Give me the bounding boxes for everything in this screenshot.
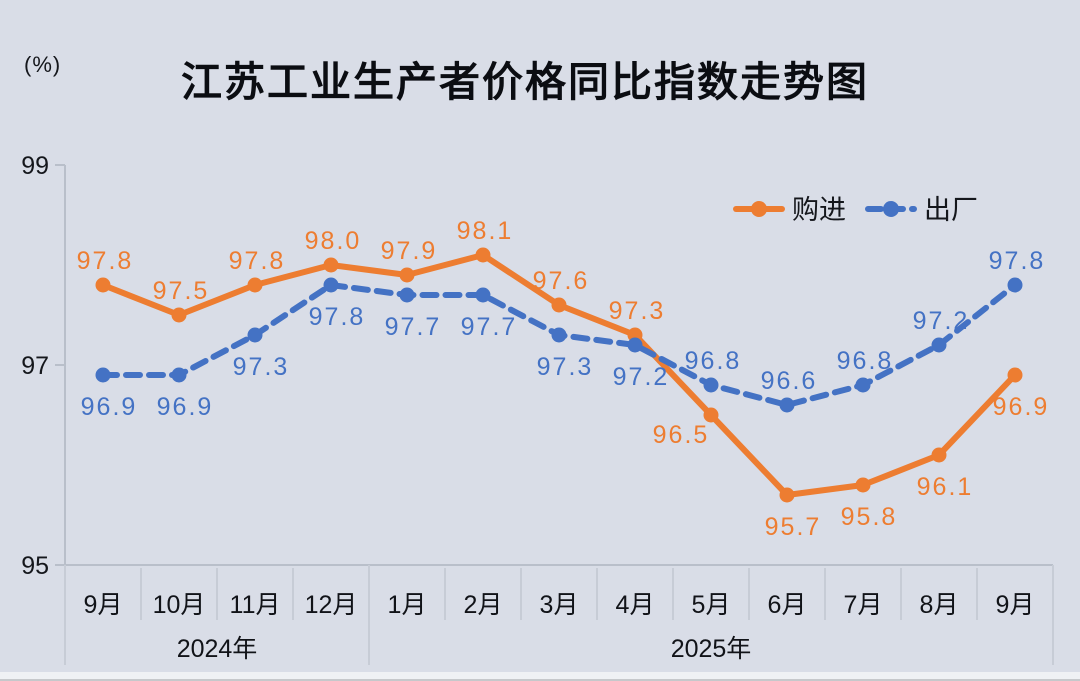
data-point-marker — [551, 327, 567, 343]
data-point-marker — [475, 287, 491, 303]
data-point-label: 97.7 — [461, 313, 518, 341]
data-point-label: 96.8 — [837, 347, 894, 375]
data-point-marker — [779, 397, 795, 413]
data-point-marker — [399, 287, 415, 303]
data-point-marker — [399, 267, 415, 283]
data-point-marker — [703, 407, 719, 423]
x-axis-month-label: 2月 — [464, 591, 503, 619]
data-point-label: 97.8 — [77, 247, 134, 275]
data-point-label: 97.8 — [989, 247, 1046, 275]
data-point-label: 96.5 — [653, 421, 710, 449]
x-axis-month-label: 9月 — [84, 591, 123, 619]
x-axis-month-label: 10月 — [153, 591, 206, 619]
bottom-edge-strip — [0, 672, 1080, 681]
data-point-label: 97.8 — [309, 303, 366, 331]
x-axis-month-label: 8月 — [920, 591, 959, 619]
data-point-label: 97.5 — [153, 277, 210, 305]
data-point-label: 98.1 — [457, 217, 514, 245]
x-axis-month-label: 11月 — [230, 591, 281, 619]
data-point-marker — [703, 377, 719, 393]
data-point-marker — [931, 447, 947, 463]
data-point-label: 97.9 — [381, 237, 438, 265]
data-point-marker — [95, 367, 111, 383]
data-point-label: 95.7 — [765, 513, 822, 541]
data-point-label: 96.6 — [761, 367, 818, 395]
data-point-marker — [323, 277, 339, 293]
data-point-label: 97.3 — [609, 297, 666, 325]
legend-item-label: 购进 — [792, 195, 846, 225]
data-point-label: 96.1 — [917, 473, 974, 501]
x-axis-month-label: 5月 — [692, 591, 731, 619]
x-axis-month-label: 12月 — [305, 591, 358, 619]
data-point-marker — [171, 367, 187, 383]
data-point-marker — [95, 277, 111, 293]
data-point-marker — [247, 277, 263, 293]
data-point-marker — [627, 337, 643, 353]
x-axis-year-label: 2024年 — [177, 635, 258, 663]
data-point-marker — [247, 327, 263, 343]
chart-title: 江苏工业生产者价格同比指数走势图 — [181, 59, 869, 105]
data-point-marker — [779, 487, 795, 503]
data-point-marker — [855, 377, 871, 393]
x-axis-month-label: 7月 — [844, 591, 883, 619]
data-point-marker — [931, 337, 947, 353]
legend-marker — [751, 201, 767, 217]
legend-marker — [883, 201, 899, 217]
data-point-label: 97.7 — [385, 313, 442, 341]
data-point-label: 96.8 — [685, 347, 742, 375]
x-axis-month-label: 4月 — [616, 591, 655, 619]
data-point-label: 97.6 — [533, 267, 590, 295]
data-point-marker — [1007, 277, 1023, 293]
y-axis-tick-label: 95 — [21, 552, 49, 580]
data-point-label: 97.3 — [537, 353, 594, 381]
x-axis-month-label: 9月 — [996, 591, 1035, 619]
x-axis-month-label: 6月 — [768, 591, 807, 619]
data-point-marker — [855, 477, 871, 493]
y-axis-tick-label: 97 — [21, 352, 49, 380]
data-point-marker — [1007, 367, 1023, 383]
legend-item-label: 出厂 — [924, 195, 978, 225]
data-point-label: 97.8 — [229, 247, 286, 275]
data-point-label: 97.3 — [233, 353, 290, 381]
data-point-marker — [171, 307, 187, 323]
data-point-marker — [323, 257, 339, 273]
data-point-label: 97.2 — [613, 363, 670, 391]
y-axis-unit-label: (%) — [24, 52, 62, 77]
x-axis-month-label: 3月 — [540, 591, 579, 619]
data-point-label: 96.9 — [157, 393, 214, 421]
x-axis-year-label: 2025年 — [671, 635, 752, 663]
data-point-marker — [475, 247, 491, 263]
y-axis-tick-label: 99 — [21, 152, 49, 180]
data-point-label: 96.9 — [81, 393, 138, 421]
data-point-label: 95.8 — [841, 503, 898, 531]
x-axis-month-label: 1月 — [388, 591, 427, 619]
data-point-marker — [551, 297, 567, 313]
data-point-label: 97.2 — [913, 307, 970, 335]
data-point-label: 96.9 — [993, 393, 1050, 421]
data-point-label: 98.0 — [305, 227, 362, 255]
